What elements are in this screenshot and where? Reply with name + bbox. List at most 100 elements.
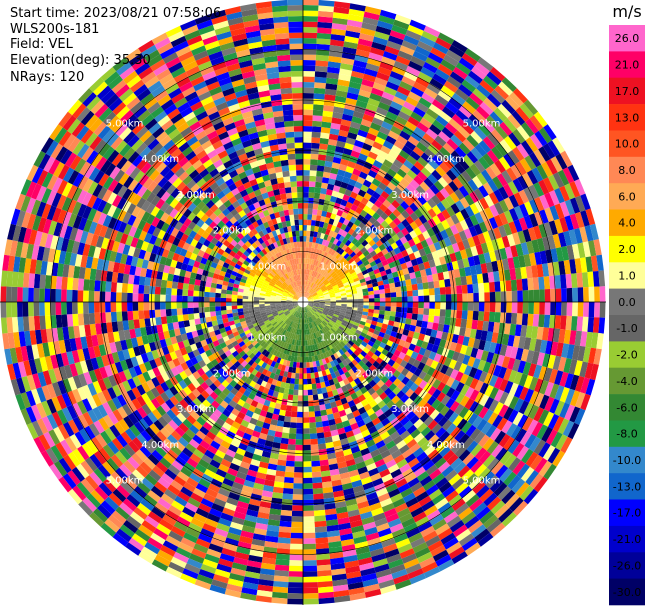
gate [157,477,171,489]
gate [500,291,507,302]
gate [451,334,459,344]
gate [340,57,355,66]
gate [225,375,234,384]
gate [407,116,420,127]
gate [336,246,342,254]
gate [183,532,198,544]
gate [584,362,594,379]
gate [462,336,470,347]
gate [317,393,324,400]
gate [258,385,265,393]
gate [542,327,550,341]
gate [372,220,381,229]
gate [393,421,404,431]
gate [354,163,364,172]
gate [216,431,226,441]
gate [11,302,18,318]
gate [449,400,460,412]
gate [469,498,484,512]
gate [303,312,305,319]
gate [359,209,368,218]
gate [320,381,326,389]
gate [432,42,449,55]
gate [433,180,445,192]
gate [405,336,413,344]
gate [509,323,517,336]
gate [316,165,325,172]
gate [538,409,550,425]
gate [486,132,500,147]
gate [191,548,207,559]
gate [417,40,433,53]
gate [205,369,214,379]
gate [258,579,274,587]
gate [446,76,462,89]
gate [338,368,345,376]
gate [318,398,325,406]
gate [327,267,333,274]
gate [431,423,442,435]
gate [178,542,194,554]
gate [387,76,402,86]
gate [529,390,540,405]
gate [425,57,441,69]
gate [248,373,256,381]
gate [306,312,309,318]
gate [303,538,316,544]
gate [588,286,595,302]
gate [187,302,194,308]
gate [331,389,339,397]
gate [213,473,225,483]
gate [543,222,553,237]
gate [424,445,436,456]
gate [138,524,154,538]
gate [410,337,419,346]
gate [344,225,351,233]
gate [239,461,251,470]
gate [527,227,537,241]
gate [77,302,84,314]
gate [256,472,267,480]
gate [388,383,397,392]
gate [248,404,256,413]
gate [324,265,329,271]
gate [293,322,297,329]
ray [307,305,548,493]
gate [366,267,374,273]
gate [358,335,365,341]
gate [416,141,428,153]
gate [529,152,542,168]
gate [325,441,334,449]
gate [321,177,330,184]
gate [377,527,392,538]
gate [444,278,451,288]
gate [355,461,367,470]
gate [338,248,345,255]
gate [195,538,211,549]
gate [405,65,421,77]
gate [289,383,295,390]
gate [375,239,384,247]
gate [193,512,207,524]
gate [451,351,460,362]
gate [338,349,345,356]
gate [376,463,388,473]
gate [131,452,144,466]
gate [116,434,128,448]
gate [325,273,331,279]
gate [418,97,432,109]
gate [171,500,185,512]
gate [231,562,247,571]
gate [466,275,473,285]
gate [320,364,326,372]
gate [266,530,279,538]
gate [241,485,254,494]
gate [303,76,315,83]
gate [376,371,385,380]
gate [107,441,120,455]
gate [303,433,311,440]
gate [409,230,418,239]
gate [177,314,184,322]
gate [472,415,483,429]
gate [359,320,366,326]
